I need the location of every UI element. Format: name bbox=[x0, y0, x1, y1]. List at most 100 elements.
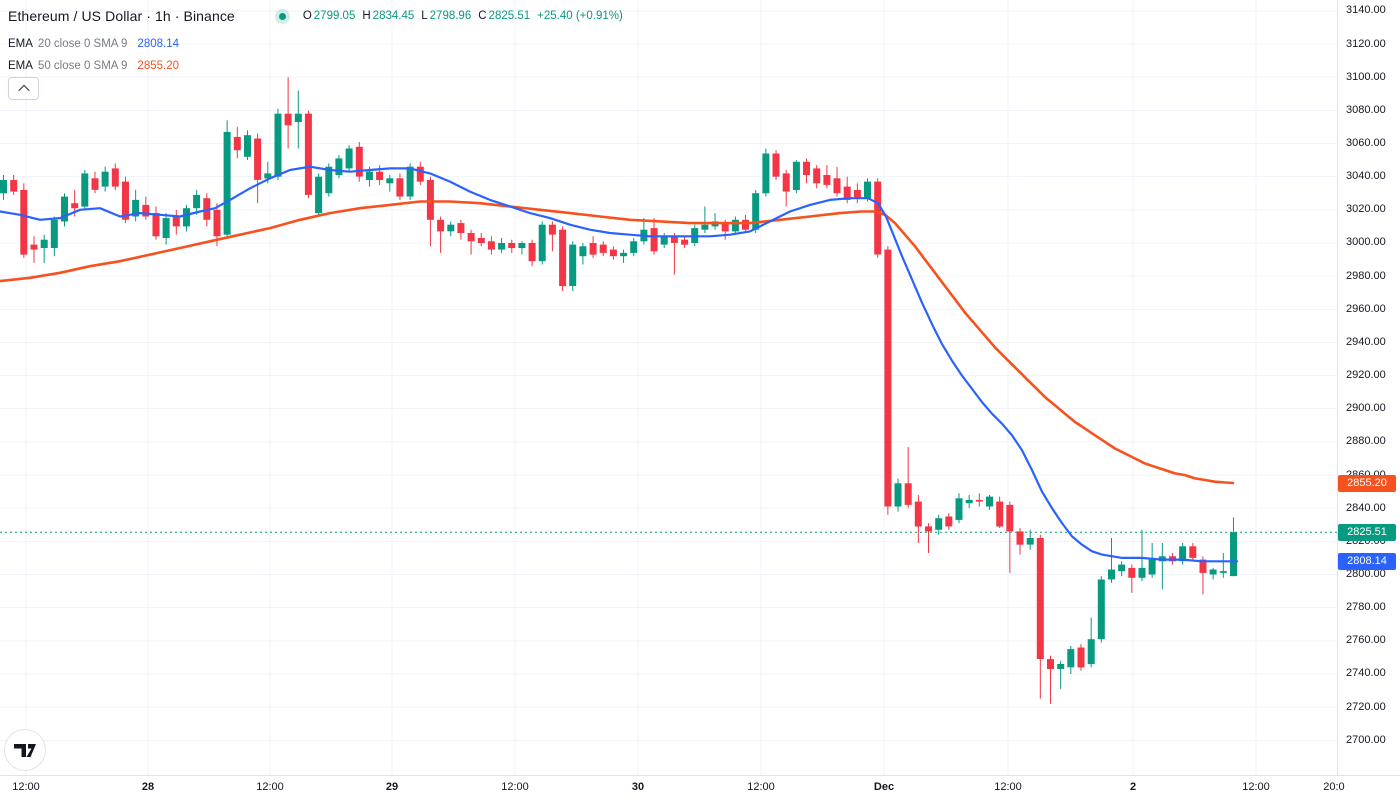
candle bbox=[935, 514, 943, 535]
candle bbox=[853, 183, 861, 204]
candle bbox=[91, 171, 99, 194]
candle bbox=[284, 77, 292, 149]
candle bbox=[1026, 529, 1034, 550]
candle bbox=[101, 166, 109, 192]
candle bbox=[813, 165, 821, 189]
ema50-line[interactable] bbox=[0, 200, 1235, 485]
time-axis-label-day: 28 bbox=[141, 781, 155, 793]
candle bbox=[975, 493, 983, 507]
candle bbox=[487, 236, 495, 255]
time-axis-label-day: 29 bbox=[385, 781, 399, 793]
time-axis[interactable]: 12:00 28 12:00 29 12:00 30 12:00 Dec 12:00 2 12:00… bbox=[0, 776, 1400, 800]
candle bbox=[640, 218, 648, 245]
candle bbox=[498, 238, 506, 253]
candle bbox=[925, 523, 932, 553]
market-open-dot-icon bbox=[278, 12, 286, 20]
candle bbox=[304, 110, 312, 199]
candle bbox=[61, 193, 68, 227]
price-axis-label: 2740.00 bbox=[1346, 667, 1386, 680]
candle bbox=[193, 189, 201, 215]
tradingview-logo[interactable] bbox=[4, 729, 46, 771]
candle bbox=[508, 239, 516, 253]
candle bbox=[1138, 529, 1146, 582]
indicator-params: 50 close 0 SMA 9 bbox=[37, 60, 128, 72]
candle bbox=[996, 496, 1004, 529]
candle bbox=[0, 175, 7, 200]
candle bbox=[904, 446, 912, 509]
price-axis-label: 2840.00 bbox=[1346, 501, 1386, 514]
candle bbox=[477, 233, 485, 247]
candle bbox=[315, 173, 323, 217]
candle bbox=[1097, 576, 1105, 643]
price-axis[interactable]: 3140.00 3120.00 3100.00 3080.00 3060.00 3040.… bbox=[1338, 0, 1400, 775]
candle bbox=[874, 178, 882, 258]
candle bbox=[254, 133, 262, 204]
candle bbox=[609, 246, 617, 260]
candle bbox=[894, 478, 902, 512]
candle bbox=[752, 189, 760, 233]
price-axis-label: 2960.00 bbox=[1346, 302, 1386, 315]
candles-series bbox=[0, 77, 1237, 704]
candle bbox=[1057, 660, 1065, 689]
chevron-up-icon bbox=[17, 84, 30, 96]
collapse-legend-button[interactable] bbox=[8, 77, 39, 100]
candle bbox=[772, 150, 780, 180]
candle bbox=[81, 170, 89, 210]
ema20-line[interactable] bbox=[0, 165, 1239, 563]
time-axis-label-hour: 12:00 bbox=[994, 781, 1022, 793]
change-value: +25.40 (+0.91%) bbox=[537, 10, 623, 22]
candle bbox=[711, 213, 719, 230]
candle bbox=[183, 204, 190, 232]
candle bbox=[569, 241, 577, 292]
candle bbox=[162, 213, 170, 245]
candle bbox=[589, 236, 597, 258]
time-axis-label-hour: 20:00 bbox=[1323, 781, 1345, 793]
time-axis-label-day: 2 bbox=[1129, 781, 1137, 793]
candle bbox=[945, 513, 953, 530]
candle bbox=[426, 176, 434, 247]
candle bbox=[914, 494, 922, 543]
candle bbox=[630, 238, 638, 257]
candle bbox=[701, 206, 709, 233]
candle bbox=[1108, 538, 1115, 583]
candle bbox=[142, 196, 150, 220]
indicator-name: EMA bbox=[8, 60, 33, 72]
price-axis-label: 2700.00 bbox=[1346, 733, 1386, 746]
indicator-row-ema50[interactable]: EMA 50 close 0 SMA 9 2855.20 bbox=[8, 57, 179, 75]
open-value: 2799.05 bbox=[313, 10, 356, 22]
candle bbox=[467, 229, 475, 255]
price-axis-label: 2900.00 bbox=[1346, 402, 1386, 415]
candle bbox=[335, 155, 343, 179]
candle bbox=[1118, 561, 1126, 577]
candle bbox=[152, 206, 160, 240]
candle bbox=[731, 216, 739, 235]
price-tag-2855.20: 2855.20 bbox=[1338, 474, 1396, 492]
candle bbox=[670, 233, 678, 275]
ohlc-readout: O 2799.05 H 2834.45 L 2798.96 C 2825.51 +25.… bbox=[303, 10, 623, 22]
time-axis-labels: 12:00 28 12:00 29 12:00 30 12:00 Dec 12:00 2 12:00… bbox=[0, 776, 1345, 800]
price-tag-2825.51: 2825.51 bbox=[1338, 523, 1396, 541]
close-value: 2825.51 bbox=[488, 10, 531, 22]
candle bbox=[40, 234, 48, 263]
candle bbox=[1006, 501, 1014, 573]
candle bbox=[792, 160, 800, 194]
candle bbox=[172, 209, 180, 235]
chart-legend: Ethereum / US Dollar · 1h · Binance O 279… bbox=[8, 6, 623, 100]
price-axis-label: 2760.00 bbox=[1346, 634, 1386, 647]
candle bbox=[833, 166, 841, 197]
time-axis-label-hour: 12:00 bbox=[747, 781, 775, 793]
price-axis-label: 3100.00 bbox=[1346, 70, 1386, 83]
candle bbox=[386, 175, 394, 192]
candle bbox=[1158, 543, 1166, 590]
market-status-halo[interactable] bbox=[274, 8, 290, 24]
candle bbox=[548, 221, 556, 252]
price-axis-label: 2920.00 bbox=[1346, 369, 1386, 382]
candle bbox=[437, 216, 445, 253]
price-axis-label: 3020.00 bbox=[1346, 203, 1386, 216]
symbol-title[interactable]: Ethereum / US Dollar · 1h · Binance bbox=[8, 8, 235, 24]
indicator-row-ema20[interactable]: EMA 20 close 0 SMA 9 2808.14 bbox=[8, 35, 179, 53]
candle bbox=[345, 145, 353, 172]
candle bbox=[132, 189, 140, 222]
price-axis-label: 3080.00 bbox=[1346, 103, 1386, 116]
